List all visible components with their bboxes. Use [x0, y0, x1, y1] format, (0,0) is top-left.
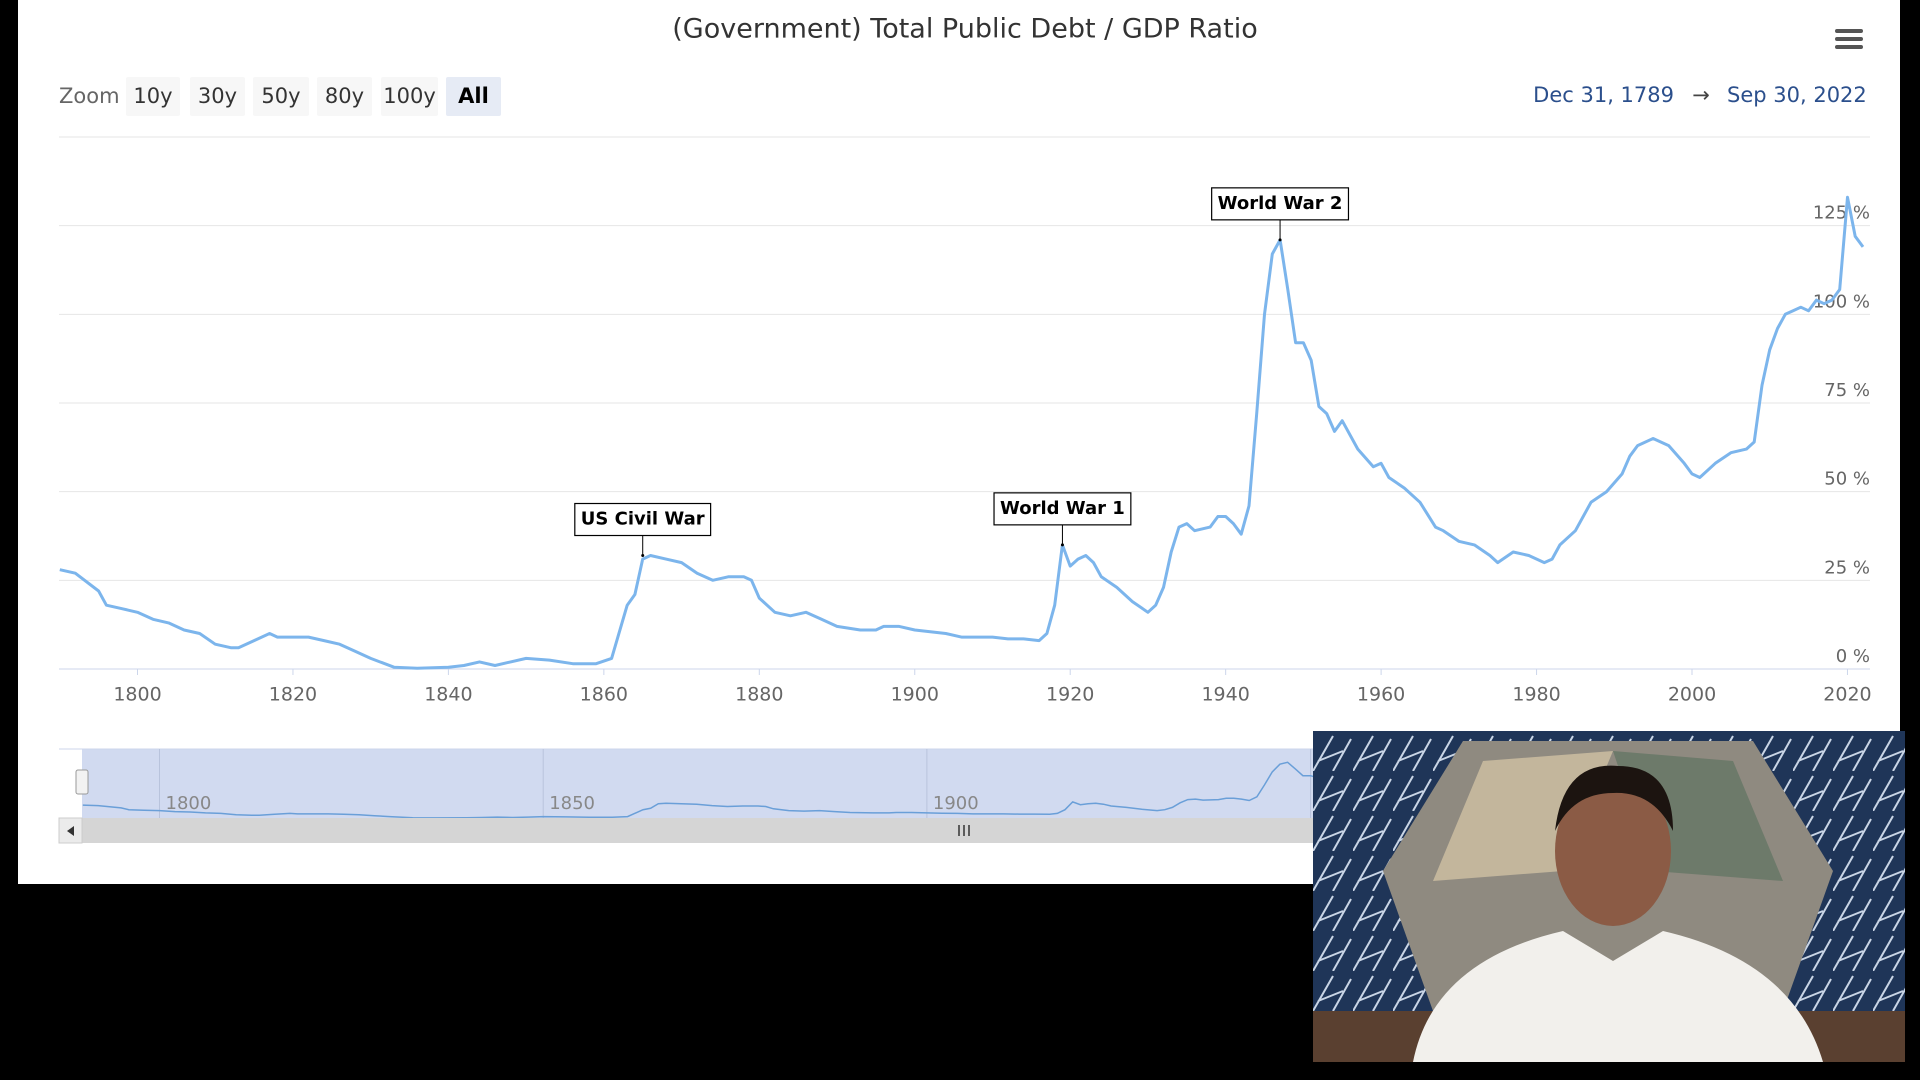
- zoom-button-label[interactable]: 30y: [198, 84, 237, 108]
- zoom-button-label[interactable]: 50y: [261, 84, 300, 108]
- annotation-box: [1211, 187, 1350, 221]
- navigator-tick-label: 1800: [166, 793, 212, 814]
- annotation-box: [993, 492, 1132, 526]
- annotation-label: US Civil War: [581, 509, 705, 530]
- navigator-handle[interactable]: [75, 769, 89, 795]
- zoom-button[interactable]: [446, 77, 501, 116]
- zoom-label: Zoom: [59, 84, 120, 108]
- y-tick-label: 0 %: [1836, 646, 1870, 667]
- zoom-button-label[interactable]: 80y: [325, 84, 364, 108]
- chart-title: (Government) Total Public Debt / GDP Rat…: [672, 14, 1257, 45]
- annotation-point: [1278, 238, 1282, 242]
- zoom-button-label[interactable]: 100y: [383, 84, 436, 108]
- menu-bar[interactable]: [1835, 45, 1863, 49]
- date-from[interactable]: Dec 31, 1789: [1533, 83, 1674, 107]
- date-arrow: →: [1692, 83, 1710, 107]
- zoom-button[interactable]: [190, 77, 245, 116]
- y-tick-label: 50 %: [1824, 469, 1870, 490]
- zoom-button[interactable]: [253, 77, 309, 116]
- menu-bar[interactable]: [1835, 37, 1863, 41]
- annotation-point: [1060, 543, 1064, 547]
- zoom-button[interactable]: [381, 77, 438, 116]
- y-tick-label: 100 %: [1813, 291, 1870, 312]
- navigator-tick-label: 1850: [549, 793, 595, 814]
- x-tick-label: 1860: [580, 684, 628, 706]
- menu-bar[interactable]: [1835, 29, 1863, 33]
- date-to[interactable]: Sep 30, 2022: [1727, 83, 1867, 107]
- annotation-point: [641, 554, 645, 558]
- x-tick-label: 2000: [1668, 684, 1716, 706]
- y-tick-label: 125 %: [1813, 203, 1870, 224]
- zoom-button-label[interactable]: All: [458, 84, 489, 108]
- x-tick-label: 1840: [424, 684, 472, 706]
- face: [1555, 776, 1671, 926]
- y-tick-label: 75 %: [1824, 380, 1870, 401]
- x-tick-label: 1920: [1046, 684, 1094, 706]
- x-tick-label: 1880: [735, 684, 783, 706]
- scrollbar-arrow: [67, 826, 74, 836]
- annotation-label: World War 2: [1218, 193, 1343, 214]
- annotation-box: [574, 502, 712, 537]
- x-tick-label: 2020: [1823, 684, 1871, 706]
- data-line: [59, 195, 1865, 670]
- zoom-button[interactable]: [317, 77, 372, 116]
- zoom-button-label[interactable]: 10y: [133, 84, 172, 108]
- shirt: [1413, 931, 1823, 1062]
- annotation-label: World War 1: [1000, 498, 1125, 519]
- x-tick-label: 1960: [1357, 684, 1405, 706]
- navigator-tick-label: 1900: [933, 793, 979, 814]
- x-tick-label: 1980: [1512, 684, 1560, 706]
- x-tick-label: 1940: [1201, 684, 1249, 706]
- webcam-video: [1313, 731, 1905, 1062]
- hair: [1555, 765, 1673, 831]
- zoom-button[interactable]: [126, 77, 180, 116]
- y-tick-label: 25 %: [1824, 557, 1870, 578]
- menu-button[interactable]: [1835, 29, 1863, 49]
- x-tick-label: 1900: [891, 684, 939, 706]
- x-tick-label: 1800: [113, 684, 161, 706]
- x-tick-label: 1820: [269, 684, 317, 706]
